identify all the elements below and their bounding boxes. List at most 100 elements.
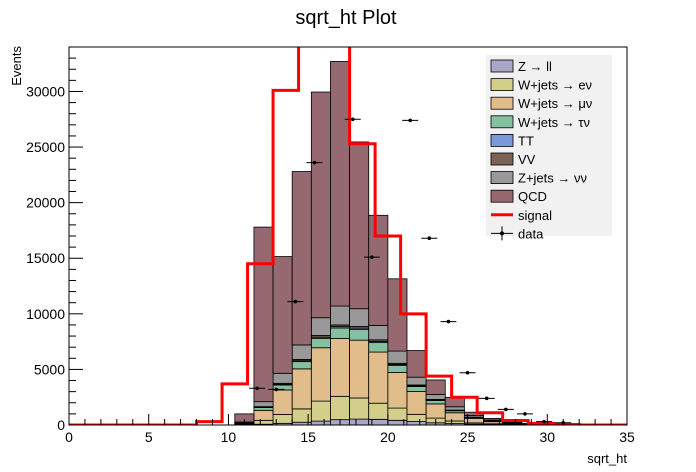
histogram-bar xyxy=(253,419,274,425)
plot-content xyxy=(69,47,627,425)
histogram-bar xyxy=(349,339,370,399)
histogram-bar xyxy=(425,403,446,419)
histogram-bar xyxy=(406,386,427,392)
histogram-bar xyxy=(368,351,389,404)
data-point xyxy=(370,255,374,259)
histogram-bar xyxy=(310,420,331,425)
histogram-bar xyxy=(425,394,446,400)
legend-label: W+jets → τν xyxy=(518,115,590,130)
histogram-bar xyxy=(387,407,408,421)
histogram-bar xyxy=(406,421,427,425)
legend-swatch xyxy=(490,78,514,91)
data-point xyxy=(465,370,470,375)
data-point xyxy=(312,160,317,165)
data-point xyxy=(484,396,489,401)
data-point xyxy=(446,319,451,324)
histogram-bar xyxy=(349,141,370,310)
histogram-bar xyxy=(444,406,465,411)
histogram-bar xyxy=(425,379,446,395)
plot-area: 0 5 10 15 20 25 30 35 0 5000 10000 15000 20000 25000 3… xyxy=(26,46,635,445)
histogram-bar xyxy=(444,412,465,422)
x-tick-label: 5 xyxy=(145,429,153,445)
y-tick-label: 10000 xyxy=(26,306,65,322)
histogram-bar xyxy=(349,329,370,341)
histogram-bar xyxy=(291,361,312,370)
legend-label: W+jets → μν xyxy=(518,96,592,111)
histogram-bar xyxy=(272,389,293,415)
legend-swatch xyxy=(490,133,514,147)
data-point xyxy=(274,387,279,392)
histogram-bar xyxy=(291,368,312,410)
data-points xyxy=(249,117,572,425)
y-tick-label: 25000 xyxy=(26,139,65,155)
legend-swatch xyxy=(490,152,514,166)
data-point xyxy=(350,117,355,122)
x-tick-label: 10 xyxy=(221,429,237,445)
legend-label: signal xyxy=(518,208,552,223)
histogram-bar xyxy=(291,344,312,360)
x-tick-label: 15 xyxy=(300,429,316,445)
legend-label: QCD xyxy=(518,189,547,204)
histogram-bar xyxy=(406,413,427,422)
histogram-bar xyxy=(291,171,312,346)
histogram-bar xyxy=(330,395,350,421)
data-point xyxy=(504,407,508,412)
y-tick-label: 15000 xyxy=(26,250,65,266)
histogram-bar xyxy=(387,372,408,409)
histogram-bar xyxy=(253,407,274,411)
histogram-bar xyxy=(444,396,465,408)
histogram-bar xyxy=(310,347,331,402)
stack-series-7 xyxy=(234,61,561,425)
histogram-bar xyxy=(349,397,370,420)
legend-swatch xyxy=(490,171,514,185)
histogram-bar xyxy=(253,401,274,408)
data-point xyxy=(293,299,298,304)
y-tick-label: 20000 xyxy=(26,195,65,211)
data-point xyxy=(542,419,546,424)
y-tick-label: 30000 xyxy=(26,83,65,99)
histogram-bar xyxy=(272,256,293,374)
histogram-bar xyxy=(310,337,331,349)
legend-swatch xyxy=(490,115,514,129)
data-point xyxy=(427,236,432,241)
histogram-bar xyxy=(253,226,274,403)
histogram-bar xyxy=(387,350,408,364)
x-tick-label: 30 xyxy=(539,429,555,445)
legend-marker-point xyxy=(500,231,504,236)
data-point xyxy=(255,386,259,391)
histogram-bar xyxy=(406,391,427,415)
x-tick-label: 0 xyxy=(65,429,73,445)
histogram-bar xyxy=(406,350,427,378)
histogram-bar xyxy=(368,342,389,353)
histogram-bar xyxy=(310,400,331,422)
y-tick-label: 5000 xyxy=(34,361,65,377)
legend-label: VV xyxy=(518,152,536,167)
histogram-bar xyxy=(368,324,389,341)
histogram-bar xyxy=(272,372,293,384)
signal-line xyxy=(69,47,627,425)
histogram-bar xyxy=(310,317,331,336)
histogram-bar xyxy=(310,91,331,319)
legend-swatch xyxy=(490,96,514,110)
legend-label: Z+jets → νν xyxy=(518,171,587,186)
histogram-bar xyxy=(425,400,446,405)
x-tick-label: 20 xyxy=(380,429,396,445)
data-point xyxy=(408,118,412,123)
histogram-bar xyxy=(330,61,350,307)
legend-label: TT xyxy=(518,133,534,148)
y-axis-label: Events xyxy=(9,46,24,86)
histogram-bar xyxy=(387,364,408,373)
x-tick-label: 35 xyxy=(619,429,635,445)
histogram-bar xyxy=(330,305,350,326)
legend-label: data xyxy=(518,226,544,241)
legend-label: W+jets → eν xyxy=(518,78,592,93)
histogram-bar xyxy=(349,418,370,425)
histogram-bar xyxy=(253,409,274,421)
y-tick-label: 0 xyxy=(57,417,65,433)
histogram-bar xyxy=(368,214,389,326)
legend: Z → ll W+jets → eν W+jets → μν W+jets → τν T… xyxy=(486,55,612,241)
data-point xyxy=(523,412,527,416)
legend-label: Z → ll xyxy=(518,59,552,74)
histogram-bar xyxy=(368,402,389,420)
